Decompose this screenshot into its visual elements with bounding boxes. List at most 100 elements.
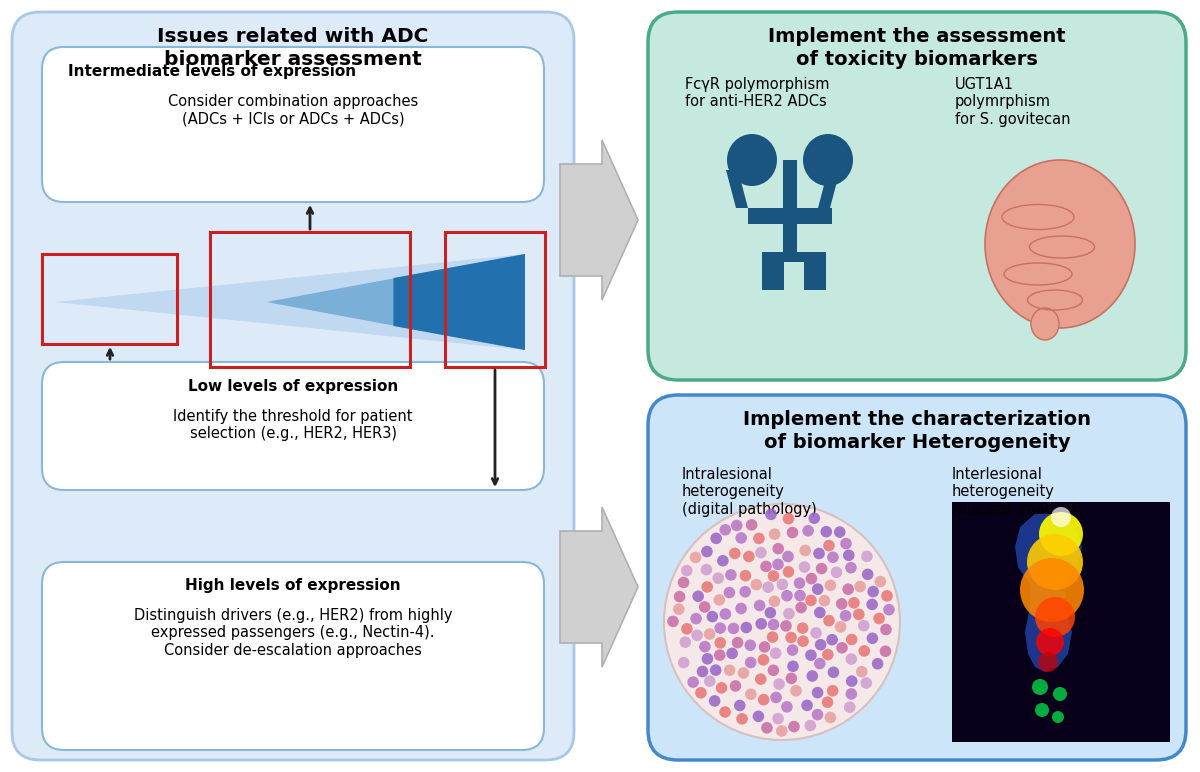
FancyBboxPatch shape (12, 12, 574, 760)
Circle shape (754, 533, 764, 544)
Circle shape (736, 603, 746, 615)
Circle shape (698, 601, 710, 613)
Circle shape (678, 577, 689, 588)
Polygon shape (818, 170, 840, 208)
Circle shape (704, 628, 715, 640)
Circle shape (718, 555, 728, 567)
Text: Low levels of expression: Low levels of expression (188, 379, 398, 394)
Circle shape (738, 667, 749, 679)
Circle shape (679, 636, 691, 648)
Circle shape (862, 550, 872, 562)
Circle shape (745, 689, 757, 700)
Circle shape (862, 568, 874, 580)
Circle shape (1020, 558, 1084, 622)
Circle shape (846, 653, 857, 665)
Circle shape (691, 629, 703, 641)
Circle shape (750, 579, 762, 591)
Circle shape (1034, 703, 1049, 717)
Circle shape (776, 725, 787, 736)
FancyBboxPatch shape (648, 12, 1186, 380)
Circle shape (806, 670, 818, 682)
Circle shape (680, 565, 692, 577)
Ellipse shape (1031, 308, 1060, 340)
Circle shape (719, 706, 731, 718)
Circle shape (827, 551, 839, 563)
Circle shape (725, 569, 737, 581)
Circle shape (797, 622, 809, 634)
Circle shape (856, 666, 868, 678)
Circle shape (780, 620, 792, 631)
Bar (804, 258, 826, 290)
Circle shape (796, 602, 806, 614)
Circle shape (776, 579, 788, 591)
Circle shape (788, 721, 799, 733)
Circle shape (830, 567, 842, 578)
Circle shape (701, 564, 713, 575)
FancyBboxPatch shape (42, 562, 544, 750)
Circle shape (732, 637, 743, 648)
Circle shape (858, 645, 870, 657)
Circle shape (773, 713, 784, 724)
Circle shape (726, 648, 738, 659)
Text: Implement the characterization
of biomarker Heterogeneity: Implement the characterization of biomar… (743, 410, 1091, 452)
Circle shape (797, 635, 809, 647)
Circle shape (805, 594, 817, 606)
Circle shape (736, 532, 746, 543)
Circle shape (744, 639, 756, 651)
Circle shape (816, 563, 827, 574)
Circle shape (773, 559, 784, 571)
Bar (762, 258, 784, 290)
Circle shape (1032, 679, 1048, 695)
Circle shape (854, 581, 866, 592)
Circle shape (810, 627, 822, 638)
Circle shape (845, 562, 857, 574)
Circle shape (1036, 628, 1064, 656)
Polygon shape (1015, 514, 1082, 672)
Circle shape (767, 631, 779, 643)
Circle shape (704, 676, 715, 687)
Bar (42, 254, 178, 344)
Circle shape (664, 504, 900, 740)
Circle shape (770, 648, 781, 659)
Circle shape (773, 543, 784, 554)
Circle shape (760, 560, 772, 572)
Circle shape (1034, 597, 1075, 637)
Bar (210, 232, 410, 367)
Circle shape (713, 572, 724, 584)
Circle shape (814, 607, 826, 618)
Circle shape (805, 573, 817, 584)
Circle shape (785, 631, 797, 643)
Circle shape (866, 598, 878, 610)
Circle shape (682, 623, 692, 635)
Circle shape (724, 587, 736, 598)
Circle shape (673, 604, 685, 615)
Circle shape (846, 688, 857, 699)
Circle shape (701, 546, 713, 557)
Circle shape (880, 645, 892, 657)
Circle shape (752, 710, 764, 722)
Circle shape (794, 590, 805, 601)
Circle shape (746, 519, 757, 530)
Circle shape (868, 586, 878, 598)
Circle shape (786, 672, 797, 684)
Circle shape (840, 610, 851, 621)
Circle shape (667, 615, 679, 627)
Circle shape (769, 595, 780, 607)
Circle shape (781, 590, 793, 601)
Circle shape (848, 597, 859, 608)
Circle shape (782, 550, 794, 562)
Circle shape (720, 524, 731, 536)
Circle shape (710, 533, 722, 544)
Circle shape (823, 615, 835, 626)
Circle shape (880, 624, 892, 635)
Circle shape (874, 613, 884, 625)
Circle shape (784, 608, 794, 619)
Circle shape (811, 709, 823, 720)
Circle shape (881, 590, 893, 601)
Circle shape (710, 665, 721, 676)
Polygon shape (55, 254, 526, 350)
Polygon shape (560, 507, 638, 667)
Circle shape (700, 641, 710, 652)
Circle shape (803, 525, 814, 537)
Text: Distinguish drivers (e.g., HER2) from highly
expressed passengers (e.g., Nectin-: Distinguish drivers (e.g., HER2) from hi… (133, 608, 452, 658)
